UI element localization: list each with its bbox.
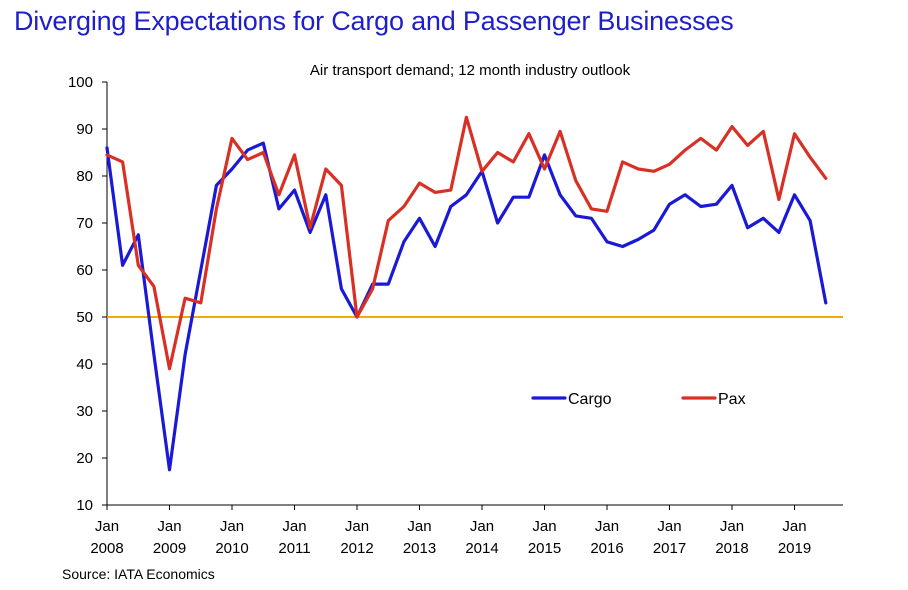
- x-tick-label-month: Jan: [345, 518, 369, 535]
- x-tick-label-month: Jan: [407, 518, 431, 535]
- x-tick-label-month: Jan: [470, 518, 494, 535]
- legend-label-pax: Pax: [718, 391, 746, 408]
- x-tick-label-month: Jan: [657, 518, 681, 535]
- series-lines: [105, 115, 828, 472]
- x-tick-label-year: 2014: [465, 540, 498, 557]
- y-tick-label: 40: [76, 356, 93, 373]
- y-tick-label: 30: [76, 403, 93, 420]
- y-tick-label: 50: [76, 309, 93, 326]
- x-tick-label-month: Jan: [595, 518, 619, 535]
- x-tick-label-year: 2016: [590, 540, 623, 557]
- x-tick-labels: Jan 2008 Jan 2009 Jan 2010 Jan 2011 Jan 2012 Jan 20…: [90, 518, 811, 557]
- chart-title: Diverging Expectations for Cargo and Pas…: [14, 6, 734, 36]
- x-tick-label-year: 2009: [153, 540, 186, 557]
- series-line-pax: [105, 115, 828, 371]
- x-tick-label-month: Jan: [157, 518, 181, 535]
- source-note: Source: IATA Economics: [62, 566, 215, 582]
- x-tick-label-year: 2008: [90, 540, 123, 557]
- x-tick-label-year: 2013: [403, 540, 436, 557]
- x-tick-label-month: Jan: [782, 518, 806, 535]
- x-tick-label-month: Jan: [282, 518, 306, 535]
- x-tick-label-month: Jan: [532, 518, 556, 535]
- y-tick-label: 20: [76, 450, 93, 467]
- x-tick-label-year: 2011: [278, 540, 310, 557]
- x-tick-label-month: Jan: [220, 518, 244, 535]
- y-tick-label: 70: [76, 215, 93, 232]
- x-tick-label-year: 2010: [215, 540, 248, 557]
- y-tick-label: 80: [76, 168, 93, 185]
- x-tick-label-year: 2019: [778, 540, 811, 557]
- legend-label-cargo: Cargo: [568, 391, 612, 408]
- x-tick-label-year: 2018: [715, 540, 748, 557]
- x-tick-label-month: Jan: [95, 518, 119, 535]
- legend: Cargo Pax: [531, 391, 746, 408]
- axes: [102, 81, 843, 510]
- y-tick-label: 60: [76, 262, 93, 279]
- y-tick-labels: 10 20 30 40 50 60 70 80 90 100: [68, 74, 93, 514]
- y-tick-label: 90: [76, 121, 93, 138]
- y-tick-label: 100: [68, 74, 93, 91]
- y-tick-label: 10: [76, 497, 93, 514]
- x-tick-label-year: 2017: [653, 540, 686, 557]
- x-tick-label-month: Jan: [720, 518, 744, 535]
- x-tick-label-year: 2012: [340, 540, 373, 557]
- x-tick-label-year: 2015: [528, 540, 561, 557]
- chart-subtitle: Air transport demand; 12 month industry …: [310, 62, 631, 79]
- series-line-cargo: [105, 141, 828, 472]
